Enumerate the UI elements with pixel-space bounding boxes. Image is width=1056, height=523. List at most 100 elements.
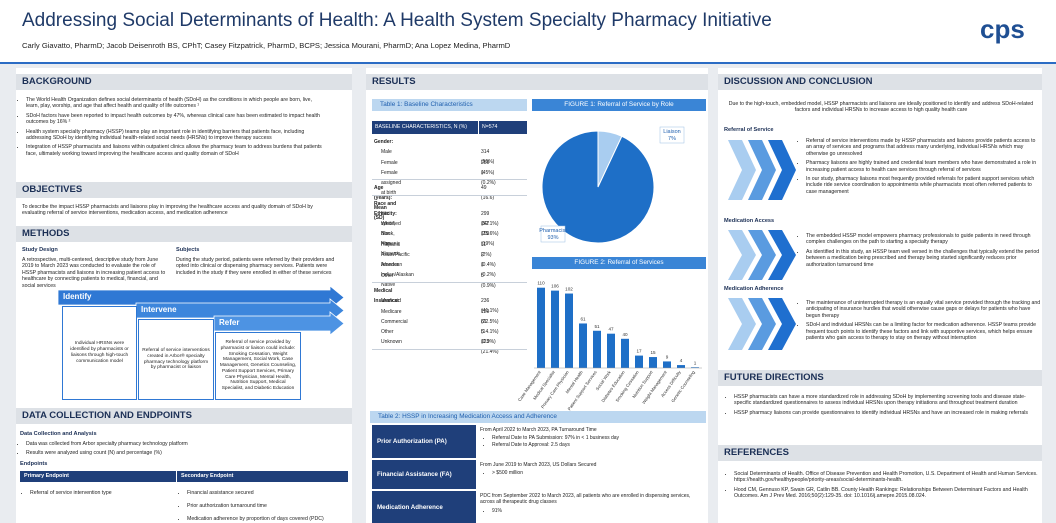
step-label: Refer [219,318,240,327]
chevrons [728,298,796,350]
row-label: Asian/Pacific Islander [381,252,410,268]
list-item: HSSP pharmacy liaisons can provide quest… [734,410,1040,416]
list-item: SDoH factors have been reported to impac… [26,113,326,126]
row-label: Male [381,149,392,156]
list-item: The maintenance of uninterrupted therapy… [806,300,1042,319]
table-caption: Table 2: HSSP in Increasing Medication A… [370,411,706,423]
bar [691,367,699,368]
bullet-list: The World Health Organization defines so… [20,97,326,160]
divider [372,348,527,350]
section-heading: REFERENCES [718,445,1042,461]
cell-intro: PDC from September 2022 to March 2023, a… [480,493,691,506]
row-label: Financial Assistance (FA) [372,460,476,489]
pie-slice [541,130,655,244]
bar [649,357,657,368]
table-header: Primary Endpoint [20,471,176,482]
list-item: Medication adherence by proportion of da… [187,514,352,523]
table-caption: Table 1: Baseline Characteristics [372,99,527,111]
bar-value-label: 15 [650,350,656,355]
bar [677,365,685,368]
cell: 2 (0.4%) [481,252,496,268]
section-heading: OBJECTIVES [16,182,352,198]
list-item: Referral Date to PA Submission: 97% in <… [492,435,702,441]
bullet-list: 91% [480,508,702,514]
cell: 1 (0.2%) [481,169,496,186]
row-label: Medicare [381,308,402,315]
list-item: Integration of HSSP pharmacists and liai… [26,144,326,157]
step-box: Referral of service provided by pharmaci… [215,332,301,400]
list-item: Referral Date to Approval: 2.5 days [492,442,702,448]
cell: 299 (52.1%) [481,210,499,227]
bar [593,330,601,368]
list-item: The embedded HSSP model empowers pharmac… [806,233,1042,246]
row-label: Other [381,329,394,336]
cell: 147 (25.6%) [481,221,499,238]
divider [372,281,527,283]
list-item: In our study, pharmacy liaisons most fre… [806,176,1042,195]
category-label: Patient Support Services [567,370,598,412]
cell: PDC from September 2022 to March 2023, a… [480,493,702,514]
bar-value-label: 51 [594,324,600,329]
list-item: Results were analyzed using count (N) an… [26,450,346,456]
bar-value-label: 106 [551,284,559,289]
bullet-list: Referral Date to PA Submission: 97% in <… [480,435,702,448]
arrow [213,311,345,336]
list-item: Referral of service interventions made b… [806,138,1042,157]
row-label: Unknown [381,339,402,346]
section-heading: FUTURE DIRECTIONS [718,370,1042,386]
bullet-list: Data was collected from Arbor specialty … [20,441,346,460]
bar [607,333,615,368]
chevrons [728,140,796,200]
row-label: Age (years): Mean (SD) [374,185,393,222]
cell: 236 (41.1%) [481,298,499,315]
list-item: > $500 million [492,470,702,476]
bar [635,355,643,368]
row-label: Medical Insurance: [374,287,400,304]
figure-caption: FIGURE 1: Referral of Service by Role [532,99,706,111]
bar-value-label: 102 [565,287,573,292]
row-label: White, Non-Hispanic [381,221,401,248]
row-label: Medication Adherence [372,491,476,523]
list-item: Health system specialty pharmacy (HSSP) … [26,129,326,142]
list-item: As identified in this study, an HSSP tea… [806,249,1042,268]
reference-list: Social Determinants of Health. Office of… [728,471,1040,503]
list-item: HSSP pharmacists can have a more standar… [734,394,1040,407]
bullet-list: HSSP pharmacists can have a more standar… [728,394,1040,419]
row-label: Other [381,272,394,279]
step-box: Individual HRSNs were identified by phar… [62,306,137,400]
cell: 109 (19%) [481,231,495,248]
step-box: Referral of service interventions create… [138,319,214,400]
bar-value-label: 110 [537,281,545,286]
section-heading: DATA COLLECTION AND ENDPOINTS [16,408,352,424]
pie-label: Liaison [663,129,680,135]
sub-heading: Study Design [22,247,58,253]
cell: 49 (16.6) [481,185,495,202]
list-item: Referral of service intervention type [30,488,180,498]
row-label: Female [381,159,398,166]
section-heading: RESULTS [366,74,708,90]
section-heading: METHODS [16,226,352,242]
sub-heading: Referral of Service [724,127,774,133]
list-item: Data was collected from Arbor specialty … [26,441,346,447]
bar-value-label: 47 [608,327,614,332]
cell: From June 2019 to March 2023, US Dollars… [480,462,702,477]
paragraph: Due to the high-touch, embedded model, H… [728,101,1034,114]
cell: 81 (14.1%) [481,318,499,335]
sub-heading: Data Collection and Analysis [20,431,97,437]
section-heading: DISCUSSION AND CONCLUSION [718,74,1042,90]
sub-heading: Medication Adherence [724,286,784,292]
list-item: SDoH and individual HRSNs can be a limit… [806,322,1042,341]
bar [663,361,671,368]
cell: 259 (45%) [481,159,495,176]
row-label: Hispanic [381,241,401,248]
bullet-list: The embedded HSSP model empowers pharmac… [800,233,1042,271]
bar-value-label: 1 [694,360,697,365]
poster-title: Addressing Social Determinants of Health… [22,10,772,31]
list-item: Pharmacy liaisons are highly trained and… [806,160,1042,173]
cell: 5 (0.9%) [481,329,496,346]
row-label: American Indian/Alaskan Native [381,262,414,289]
table-header: Secondary Endpoint [177,471,348,482]
row-label: Not specified [381,210,401,227]
figure-caption: FIGURE 2: Referral of Services [532,257,706,269]
